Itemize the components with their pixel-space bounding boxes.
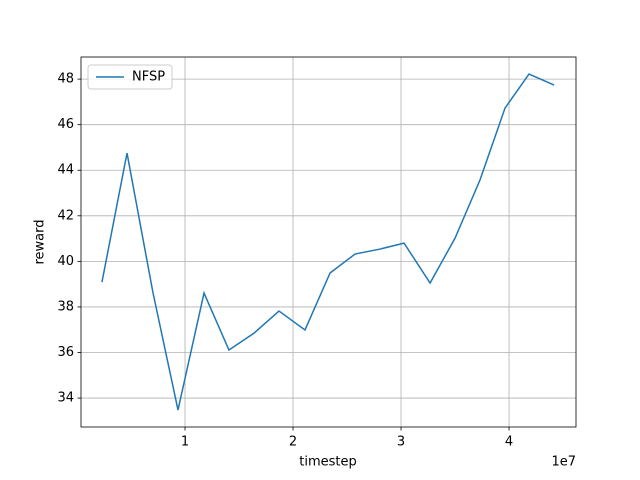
legend-box bbox=[87, 64, 173, 90]
x-axis-label: timestep bbox=[299, 455, 357, 470]
y-tick-label: 42 bbox=[57, 208, 74, 223]
plot-frame bbox=[80, 56, 577, 428]
y-tick-label: 34 bbox=[57, 391, 74, 406]
legend-label: NFSP bbox=[132, 70, 165, 85]
y-tick-label: 38 bbox=[57, 299, 74, 314]
x-tick-label: 2 bbox=[289, 435, 297, 450]
y-tick-label: 46 bbox=[57, 117, 74, 132]
y-tick-label: 44 bbox=[57, 163, 74, 178]
y-tick-label: 36 bbox=[57, 345, 74, 360]
x-tick-label: 4 bbox=[505, 435, 513, 450]
x-offset-label: 1e7 bbox=[551, 455, 576, 470]
x-tick-label: 3 bbox=[397, 435, 405, 450]
y-tick-label: 40 bbox=[57, 254, 74, 269]
y-axis-label: reward bbox=[33, 219, 48, 264]
x-tick-label: 1 bbox=[181, 435, 189, 450]
data-line bbox=[101, 73, 555, 411]
y-tick-label: 48 bbox=[57, 72, 74, 87]
